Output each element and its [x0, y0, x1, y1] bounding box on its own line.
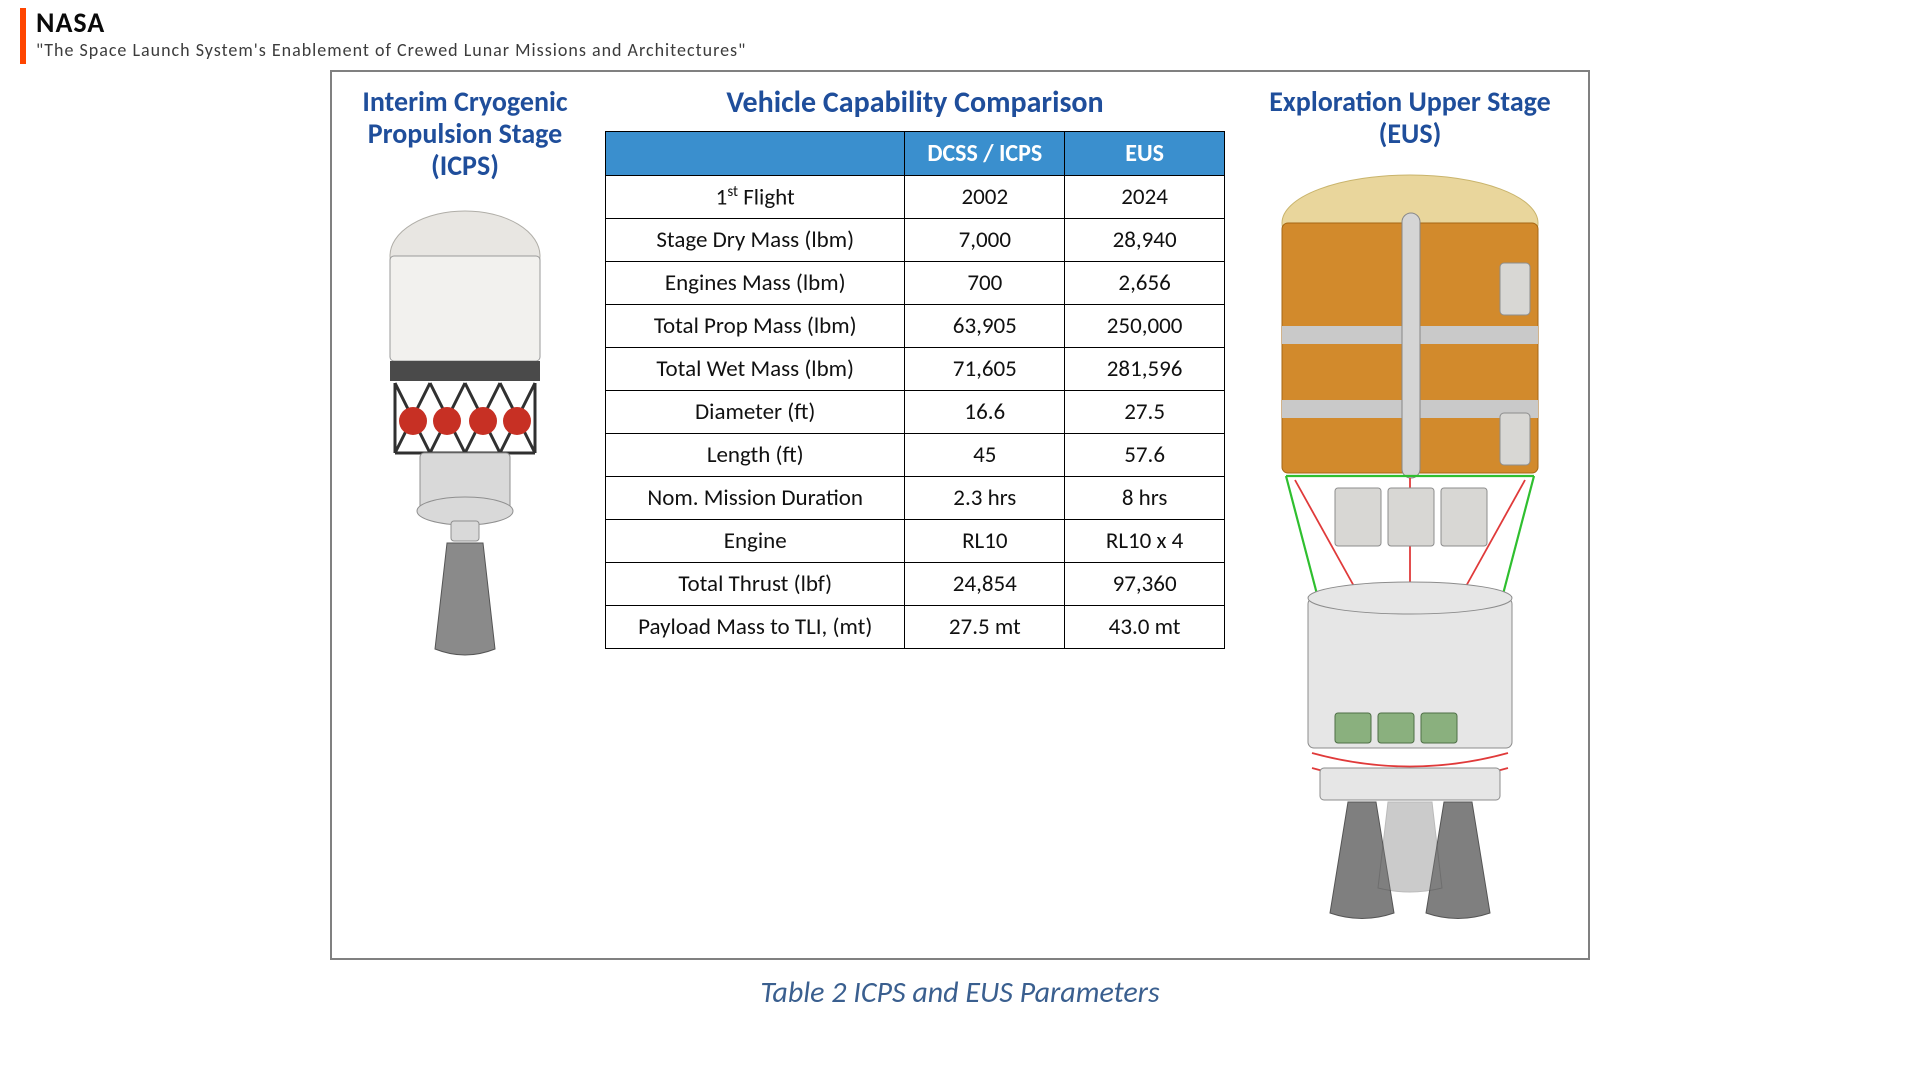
- table-cell-label: Engines Mass (lbm): [606, 262, 905, 305]
- heading-table: Vehicle Capability Comparison: [726, 86, 1103, 121]
- table-row: 1st Flight20022024: [606, 175, 1225, 219]
- table-row: EngineRL10RL10 x 4: [606, 520, 1225, 563]
- table-cell-label: Diameter (ft): [606, 391, 905, 434]
- document-header: NASA "The Space Launch System's Enableme…: [20, 8, 1900, 64]
- table-row: Engines Mass (lbm)7002,656: [606, 262, 1225, 305]
- document-title: NASA: [36, 8, 746, 37]
- table-cell-eus: 27.5: [1065, 391, 1225, 434]
- comparison-table: DCSS / ICPS EUS 1st Flight20022024Stage …: [605, 131, 1225, 650]
- eus-svg: [1260, 168, 1560, 928]
- table-cell-dcss: 45: [905, 434, 1065, 477]
- eus-illustration: [1260, 168, 1560, 944]
- table-cell-eus: RL10 x 4: [1065, 520, 1225, 563]
- column-eus: Exploration Upper Stage(EUS): [1250, 86, 1570, 944]
- table-cell-label: Total Prop Mass (lbm): [606, 305, 905, 348]
- table-cell-label: Stage Dry Mass (lbm): [606, 219, 905, 262]
- table-cell-dcss: RL10: [905, 520, 1065, 563]
- table-cell-dcss: 24,854: [905, 563, 1065, 606]
- table-cell-eus: 2,656: [1065, 262, 1225, 305]
- table-row: Total Thrust (lbf)24,85497,360: [606, 563, 1225, 606]
- table-cell-eus: 57.6: [1065, 434, 1225, 477]
- table-row: Total Prop Mass (lbm)63,905250,000: [606, 305, 1225, 348]
- table-cell-label: Length (ft): [606, 434, 905, 477]
- table-header-dcss: DCSS / ICPS: [905, 131, 1065, 175]
- table-cell-eus: 2024: [1065, 175, 1225, 219]
- table-row: Stage Dry Mass (lbm)7,00028,940: [606, 219, 1225, 262]
- heading-icps: Interim CryogenicPropulsion Stage(ICPS): [362, 86, 567, 183]
- document-header-text: NASA "The Space Launch System's Enableme…: [36, 8, 746, 61]
- column-icps: Interim CryogenicPropulsion Stage(ICPS): [350, 86, 580, 944]
- table-row: Payload Mass to TLI, (mt)27.5 mt43.0 mt: [606, 606, 1225, 649]
- table-cell-label: Payload Mass to TLI, (mt): [606, 606, 905, 649]
- table-row: Total Wet Mass (lbm)71,605281,596: [606, 348, 1225, 391]
- table-row: Diameter (ft)16.627.5: [606, 391, 1225, 434]
- table-cell-eus: 281,596: [1065, 348, 1225, 391]
- table-row: Length (ft)4557.6: [606, 434, 1225, 477]
- table-cell-dcss: 71,605: [905, 348, 1065, 391]
- table-cell-label: Total Thrust (lbf): [606, 563, 905, 606]
- table-cell-dcss: 16.6: [905, 391, 1065, 434]
- icps-illustration: [375, 201, 555, 944]
- icps-svg: [375, 201, 555, 661]
- table-header: DCSS / ICPS EUS: [606, 131, 1225, 175]
- table-cell-label: Nom. Mission Duration: [606, 477, 905, 520]
- document-subtitle: "The Space Launch System's Enablement of…: [36, 39, 746, 61]
- table-cell-label: Engine: [606, 520, 905, 563]
- table-cell-eus: 43.0 mt: [1065, 606, 1225, 649]
- table-cell-dcss: 2002: [905, 175, 1065, 219]
- table-cell-label: Total Wet Mass (lbm): [606, 348, 905, 391]
- figure-caption: Table 2 ICPS and EUS Parameters: [330, 974, 1590, 1011]
- heading-eus: Exploration Upper Stage(EUS): [1269, 86, 1550, 150]
- table-cell-eus: 28,940: [1065, 219, 1225, 262]
- table-row: Nom. Mission Duration2.3 hrs8 hrs: [606, 477, 1225, 520]
- column-table: Vehicle Capability Comparison DCSS / ICP…: [595, 86, 1235, 944]
- table-cell-dcss: 2.3 hrs: [905, 477, 1065, 520]
- table-header-empty: [606, 131, 905, 175]
- table-cell-eus: 97,360: [1065, 563, 1225, 606]
- page: NASA "The Space Launch System's Enableme…: [0, 0, 1920, 1080]
- table-cell-label: 1st Flight: [606, 175, 905, 219]
- table-cell-dcss: 27.5 mt: [905, 606, 1065, 649]
- table-cell-dcss: 700: [905, 262, 1065, 305]
- figure-panel: Interim CryogenicPropulsion Stage(ICPS): [330, 70, 1590, 960]
- table-cell-dcss: 63,905: [905, 305, 1065, 348]
- table-cell-eus: 8 hrs: [1065, 477, 1225, 520]
- table-cell-dcss: 7,000: [905, 219, 1065, 262]
- accent-bar: [20, 8, 26, 64]
- table-header-eus: EUS: [1065, 131, 1225, 175]
- figure-container: Interim CryogenicPropulsion Stage(ICPS): [330, 70, 1590, 1011]
- table-body: 1st Flight20022024Stage Dry Mass (lbm)7,…: [606, 175, 1225, 649]
- table-cell-eus: 250,000: [1065, 305, 1225, 348]
